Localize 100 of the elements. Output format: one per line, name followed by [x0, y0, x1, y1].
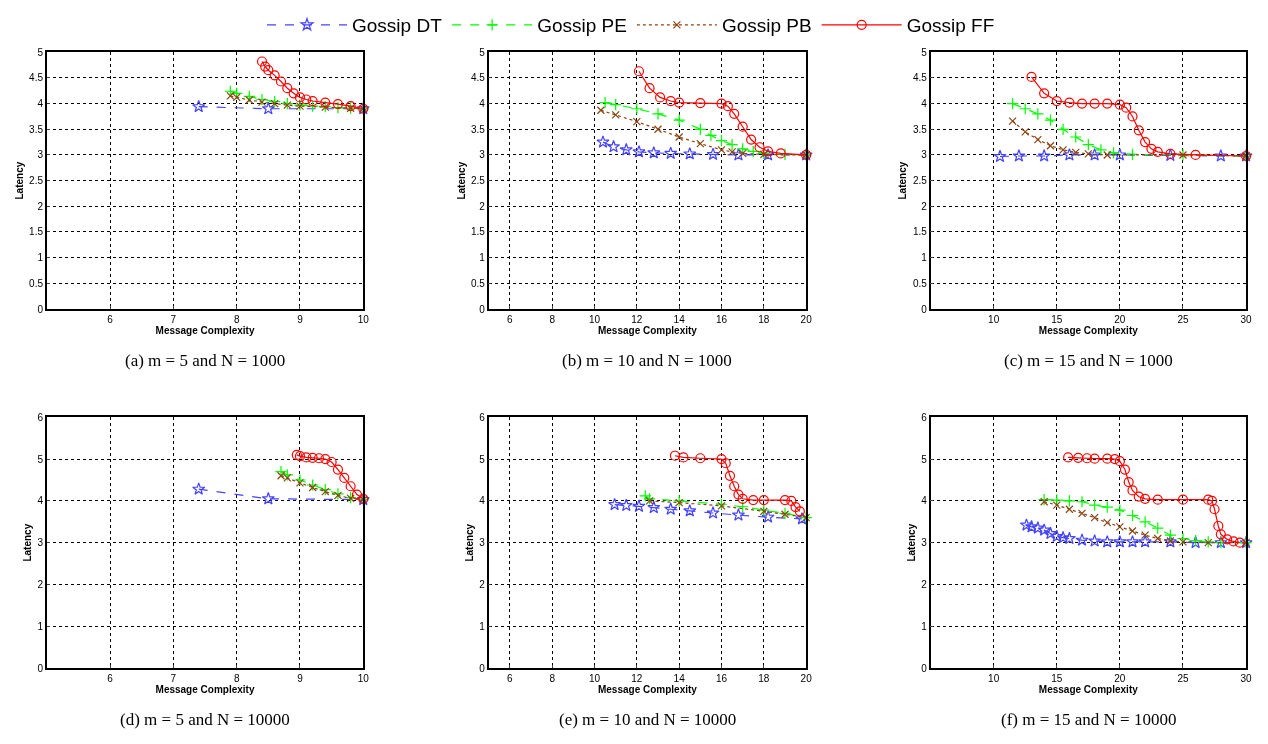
point: [748, 494, 759, 506]
point: [320, 97, 331, 108]
point: [1051, 95, 1062, 107]
x-tick-label: 8: [549, 672, 556, 684]
x-tick-label: 20: [800, 313, 813, 325]
point: [672, 494, 686, 508]
y-axis-title: Latency: [897, 161, 909, 200]
point: [761, 148, 775, 161]
point: [306, 478, 319, 492]
point: [1052, 500, 1061, 510]
point: [1109, 453, 1120, 465]
point: [339, 472, 350, 483]
y-tick-label: 0: [921, 303, 928, 315]
point: [1190, 149, 1201, 161]
y-tick-label: 1: [37, 620, 44, 632]
point: [326, 456, 337, 468]
x-axis-title: Message Complexity: [597, 324, 698, 336]
point: [1133, 491, 1144, 502]
point: [1101, 500, 1114, 514]
x-tick-label: 25: [1177, 313, 1189, 325]
x-tick-label: 7: [170, 672, 177, 684]
point: [1138, 534, 1152, 548]
point: [1044, 113, 1057, 127]
point: [775, 148, 786, 159]
y-tick-label: 2: [37, 579, 44, 591]
point: [192, 482, 206, 495]
point: [1082, 138, 1095, 151]
point: [224, 85, 237, 98]
point: [632, 144, 646, 158]
point: [665, 95, 676, 107]
point: [731, 148, 746, 161]
point: [1215, 529, 1226, 540]
x-axis-title: Message Complexity: [1038, 324, 1139, 336]
point: [1113, 148, 1127, 161]
y-axis-title: Latency: [13, 161, 25, 200]
point: [1024, 519, 1039, 533]
point: [295, 102, 305, 111]
point: [758, 494, 769, 506]
x-tick-label: 16: [715, 313, 728, 325]
y-tick-label: 4: [37, 495, 44, 507]
y-tick-label: 0.5: [912, 277, 928, 289]
point: [643, 492, 656, 505]
point: [320, 453, 331, 465]
point: [1100, 534, 1114, 548]
point: [1113, 503, 1127, 517]
point: [736, 500, 749, 513]
point: [706, 506, 720, 519]
legend-label: Gossip DT: [352, 15, 443, 37]
x-tick-label: 25: [1177, 672, 1189, 684]
point: [672, 113, 686, 127]
point: [1121, 102, 1132, 113]
point: [1164, 528, 1177, 542]
point: [1088, 534, 1102, 547]
x-tick-label: 16: [715, 672, 728, 684]
point: [722, 101, 733, 112]
x-tick-label: 30: [1240, 313, 1253, 325]
x-tick-label: 30: [1240, 672, 1253, 684]
point: [733, 489, 744, 500]
point: [1031, 107, 1045, 121]
point: [683, 147, 697, 160]
text: (f) m = 15 and N = 10000: [1001, 710, 1177, 729]
y-tick-label: 0: [479, 303, 486, 315]
point: [263, 65, 274, 76]
y-tick-label: 4: [479, 98, 486, 110]
y-tick-label: 2: [479, 579, 486, 591]
point: [1039, 88, 1050, 99]
y-tick-label: 6: [479, 411, 486, 423]
point: [596, 135, 610, 148]
point: [345, 481, 356, 492]
point: [675, 132, 684, 142]
point: [331, 487, 345, 500]
point: [1037, 493, 1051, 506]
point: [1213, 520, 1224, 532]
point: [1123, 476, 1134, 488]
point: [608, 497, 622, 511]
y-tick-label: 1.5: [29, 226, 44, 238]
y-tick-label: 0.5: [471, 277, 486, 289]
point: [669, 450, 681, 461]
point: [1046, 141, 1055, 150]
point: [694, 123, 707, 136]
point: [598, 96, 612, 109]
point: [727, 147, 737, 156]
point: [647, 500, 661, 514]
x-tick-label: 6: [107, 672, 114, 684]
y-tick-label: 1.5: [471, 226, 486, 238]
point: [1206, 495, 1218, 506]
point: [288, 88, 299, 99]
point: [1008, 116, 1017, 126]
y-tick-label: 3.5: [471, 123, 486, 135]
point: [1151, 521, 1164, 535]
point: [301, 94, 312, 105]
point: [282, 83, 293, 94]
point: [695, 97, 706, 109]
point: [715, 134, 728, 147]
point: [1071, 148, 1080, 157]
point: [716, 98, 727, 109]
point: [351, 489, 363, 500]
point: [1103, 150, 1112, 160]
point: [294, 451, 306, 462]
point: [1089, 453, 1100, 464]
